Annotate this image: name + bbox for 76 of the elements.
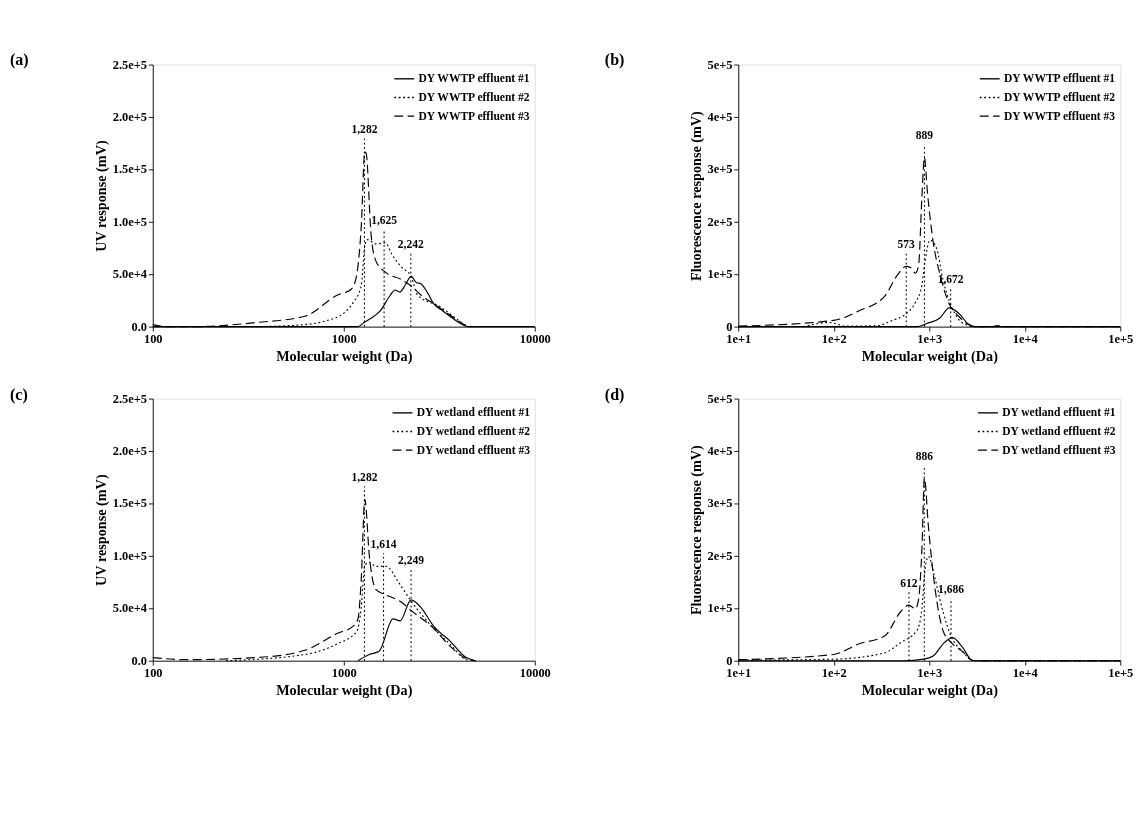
legend-label: DY wetland effluent #2 xyxy=(416,425,531,438)
legend-label: DY WWTP effluent #2 xyxy=(418,91,530,104)
y-axis-title: Fluorescence response (mV) xyxy=(688,110,706,282)
ref-line-label: 1,614 xyxy=(370,537,397,550)
ref-line-label: 1,282 xyxy=(351,470,378,483)
y-tick-label: 0.0 xyxy=(131,653,148,668)
y-tick-label: 2.5e+5 xyxy=(112,391,148,406)
x-tick-label: 1e+5 xyxy=(1108,666,1134,681)
ref-line-label: 889 xyxy=(915,128,934,141)
y-tick-label: 2.5e+5 xyxy=(112,57,148,72)
x-tick-label: 100 xyxy=(143,666,163,681)
y-axis-title: UV response (mV) xyxy=(93,474,111,586)
text: (c) xyxy=(10,385,28,404)
ref-line-label: 1,282 xyxy=(351,123,378,136)
legend-label: DY wetland effluent #3 xyxy=(1002,443,1116,456)
x-tick-label: 1e+3 xyxy=(917,666,943,681)
x-tick-label: 1e+2 xyxy=(821,666,847,681)
y-tick-label: 2.0e+5 xyxy=(112,110,148,125)
ref-line-label: 1,625 xyxy=(371,214,398,227)
y-tick-label: 2e+5 xyxy=(707,548,733,563)
ref-line-label: 1,686 xyxy=(938,583,965,596)
ref-line-label: 1,672 xyxy=(937,272,964,285)
y-tick-label: 5.0e+4 xyxy=(112,267,148,282)
y-tick-label: 4e+5 xyxy=(707,444,733,459)
legend-label: DY WWTP effluent #1 xyxy=(418,72,530,85)
legend-label: DY wetland effluent #1 xyxy=(1002,406,1116,419)
y-tick-label: 1e+5 xyxy=(707,267,733,282)
y-tick-label: 1.5e+5 xyxy=(112,162,148,177)
x-tick-label: 1000 xyxy=(331,666,357,681)
legend-label: DY WWTP effluent #3 xyxy=(418,109,530,122)
legend-label: DY WWTP effluent #3 xyxy=(1003,109,1116,122)
text: (d) xyxy=(604,385,625,404)
legend-label: DY wetland effluent #3 xyxy=(416,443,531,456)
x-tick-label: 100 xyxy=(143,332,163,347)
y-tick-label: 5e+5 xyxy=(707,57,733,72)
x-tick-label: 10000 xyxy=(519,666,551,681)
legend-label: DY WWTP effluent #1 xyxy=(1003,72,1116,85)
y-tick-label: 1.0e+5 xyxy=(112,548,148,563)
y-tick-label: 3e+5 xyxy=(707,496,733,511)
y-tick-label: 1.0e+5 xyxy=(112,214,148,229)
x-tick-label: 1e+4 xyxy=(1012,666,1038,681)
text: (b) xyxy=(604,51,625,70)
x-tick-label: 1e+3 xyxy=(917,332,943,347)
y-tick-label: 0.0 xyxy=(131,319,148,334)
y-tick-label: 5.0e+4 xyxy=(112,601,148,616)
x-tick-label: 10000 xyxy=(519,332,551,347)
ref-line-label: 886 xyxy=(915,449,934,462)
x-axis-title: Molecular weight (Da) xyxy=(276,681,413,699)
x-axis-title: Molecular weight (Da) xyxy=(861,347,999,365)
ref-line-label: 612 xyxy=(900,576,918,589)
x-tick-label: 1e+5 xyxy=(1108,332,1134,347)
legend-label: DY wetland effluent #1 xyxy=(416,406,531,419)
y-tick-label: 5e+5 xyxy=(707,391,733,406)
text: (a) xyxy=(10,51,29,70)
y-tick-label: 3e+5 xyxy=(707,162,733,177)
y-tick-label: 0 xyxy=(726,653,733,668)
y-tick-label: 2e+5 xyxy=(707,214,733,229)
y-axis-title: UV response (mV) xyxy=(93,140,111,252)
ref-line-label: 573 xyxy=(897,237,916,250)
x-tick-label: 1e+1 xyxy=(726,666,752,681)
ref-line-label: 2,242 xyxy=(397,238,425,251)
x-tick-label: 1e+2 xyxy=(821,332,847,347)
x-axis-title: Molecular weight (Da) xyxy=(861,681,999,699)
ref-line-label: 2,249 xyxy=(398,553,425,566)
y-tick-label: 2.0e+5 xyxy=(112,444,148,459)
y-axis-title: Fluorescence response (mV) xyxy=(688,444,706,616)
y-tick-label: 0 xyxy=(726,319,733,334)
legend-label: DY WWTP effluent #2 xyxy=(1003,91,1116,104)
x-tick-label: 1000 xyxy=(331,332,357,347)
x-tick-label: 1e+4 xyxy=(1012,332,1038,347)
x-tick-label: 1e+1 xyxy=(726,332,752,347)
y-tick-label: 4e+5 xyxy=(707,110,733,125)
x-axis-title: Molecular weight (Da) xyxy=(276,347,413,365)
y-tick-label: 1e+5 xyxy=(707,601,733,616)
legend-label: DY wetland effluent #2 xyxy=(1002,425,1116,438)
y-tick-label: 1.5e+5 xyxy=(112,496,148,511)
